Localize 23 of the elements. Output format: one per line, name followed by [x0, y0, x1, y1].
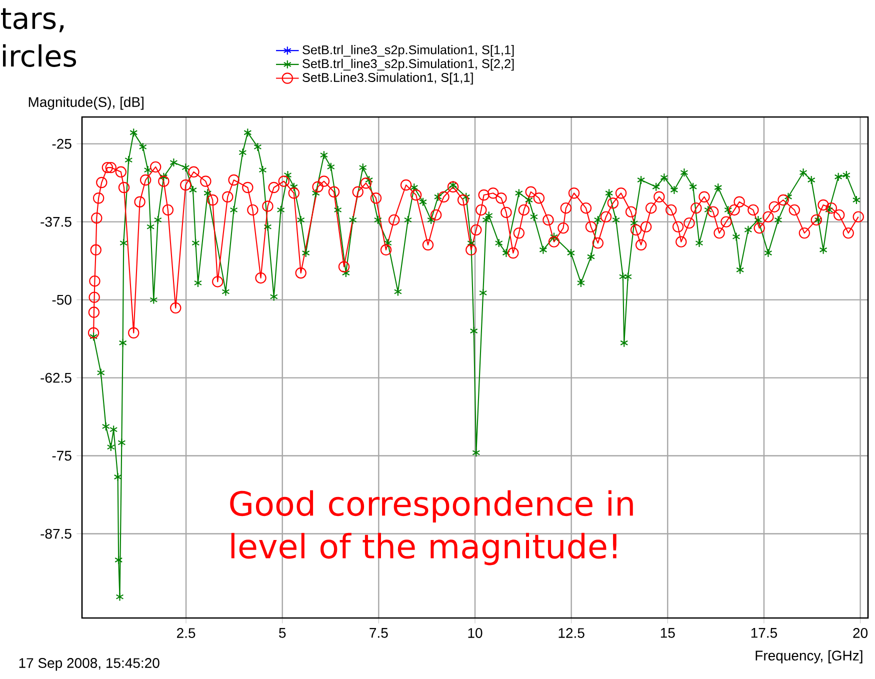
x-tick-label: 7.5 — [370, 628, 388, 638]
y-tick-label: -62.5 — [40, 372, 72, 383]
x-tick-label: 10 — [468, 628, 482, 638]
x-axis-title: Frequency, [GHz] — [756, 650, 862, 664]
y-tick-label: -75 — [52, 450, 72, 461]
y-tick-label: -25 — [52, 138, 72, 149]
legend-label: SetB.Line3.Simulation1, S[1,1] — [302, 72, 473, 84]
text: tars, — [1, 8, 64, 32]
x-tick-label: 15 — [660, 628, 675, 638]
x-tick-label: 12.5 — [558, 628, 584, 638]
y-tick-label: -87.5 — [40, 528, 72, 539]
y-axis-title: Magnitude(S), [dB] — [28, 96, 144, 110]
text: 17 Sep 2008, 15:45:20 — [19, 658, 160, 671]
annotation: Good correspondence in level of the magnitude! — [230, 490, 633, 566]
y-tick-label: -50 — [52, 294, 72, 305]
legend-label: SetB.trl_line3_s2p.Simulation1, S[2,2] — [302, 58, 514, 71]
x-tick-label: 2.5 — [177, 628, 196, 638]
legend-label: SetB.trl_line3_s2p.Simulation1, S[1,1] — [302, 44, 514, 57]
x-tick-label: 17.5 — [751, 628, 778, 638]
y-tick-label: -37.5 — [40, 216, 72, 227]
x-tick-label: 5 — [279, 628, 286, 638]
x-tick-label: 20 — [853, 628, 868, 638]
text: ircles — [3, 44, 76, 67]
